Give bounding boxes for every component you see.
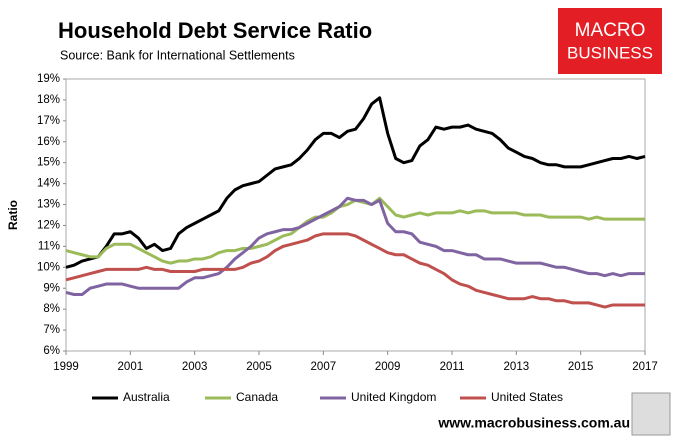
data-line <box>65 232 645 309</box>
chart-subtitle: Source: Bank for International Settlemen… <box>60 48 295 62</box>
logo-icon <box>631 392 671 436</box>
x-tick-label: 2009 <box>375 361 401 373</box>
x-tick-label: 2007 <box>311 361 337 373</box>
x-tick-label: 1999 <box>53 361 79 373</box>
data-line <box>65 96 646 269</box>
y-tick-label: 7% <box>43 324 60 336</box>
legend-label: Australia <box>123 390 170 404</box>
y-tick-label: 8% <box>43 303 60 315</box>
data-line <box>65 196 645 265</box>
y-tick-label: 19% <box>37 73 60 85</box>
y-axis-label: Ratio <box>6 200 20 230</box>
y-tick-label: 9% <box>43 282 60 294</box>
legend-label: Canada <box>236 390 278 404</box>
y-tick-label: 14% <box>37 178 60 190</box>
y-tick-label: 17% <box>37 115 60 127</box>
y-tick-label: 6% <box>43 345 60 357</box>
x-tick-label: 2001 <box>118 361 144 373</box>
legend-label: United States <box>491 390 563 404</box>
x-tick-label: 2003 <box>182 361 208 373</box>
x-tick-label: 2005 <box>246 361 272 373</box>
y-tick-label: 13% <box>37 199 60 211</box>
logo-box <box>558 8 662 74</box>
x-tick-label: 2011 <box>440 361 465 373</box>
logo-text: BUSINESS <box>567 43 653 62</box>
x-tick-label: 2017 <box>632 361 658 373</box>
legend-label: United Kingdom <box>351 390 436 404</box>
y-tick-label: 12% <box>37 219 60 231</box>
data-line <box>65 196 645 297</box>
logo-text: MACRO <box>575 20 646 41</box>
x-tick-label: 2015 <box>568 361 594 373</box>
y-tick-label: 18% <box>37 94 60 106</box>
x-tick-label: 2013 <box>504 361 530 373</box>
plot-frame <box>65 78 646 352</box>
y-tick-label: 15% <box>37 157 60 169</box>
y-tick-label: 10% <box>37 261 60 273</box>
y-tick-label: 16% <box>37 136 60 148</box>
y-tick-label: 11% <box>38 240 60 252</box>
footer: www.macrobusiness.com.au <box>437 415 630 431</box>
chart-title: Household Debt Service Ratio <box>58 18 372 43</box>
